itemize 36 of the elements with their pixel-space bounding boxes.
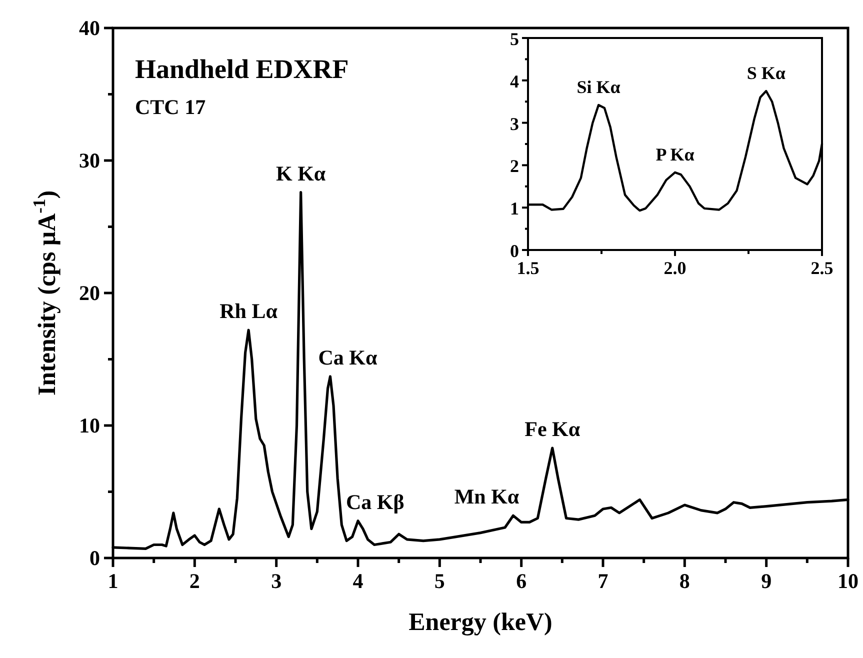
y-tick-label: 4 bbox=[510, 71, 519, 92]
x-tick-label: 1.5 bbox=[516, 258, 540, 278]
annotation: P Kα bbox=[656, 144, 694, 164]
annotation: Ca Kα bbox=[318, 345, 378, 370]
x-tick-label: 2.0 bbox=[664, 258, 686, 278]
annotation: Rh Lα bbox=[220, 299, 278, 324]
x-tick-label: 10 bbox=[838, 569, 858, 593]
y-tick-label: 40 bbox=[79, 16, 100, 40]
x-tick-label: 2.5 bbox=[810, 258, 834, 278]
x-tick-label: 9 bbox=[761, 569, 772, 593]
annotation: Ca Kβ bbox=[346, 490, 404, 514]
y-tick-label: 0 bbox=[90, 546, 100, 570]
x-axis-title: Energy (keV) bbox=[408, 609, 552, 636]
x-tick-label: 3 bbox=[271, 569, 282, 593]
y-tick-label: 10 bbox=[79, 414, 100, 438]
y-tick-label: 2 bbox=[510, 156, 519, 176]
annotation: Handheld EDXRF bbox=[135, 54, 349, 84]
x-tick-label: 7 bbox=[598, 569, 608, 593]
y-tick-label: 5 bbox=[510, 29, 519, 49]
annotation: CTC 17 bbox=[135, 95, 206, 119]
x-tick-label: 4 bbox=[352, 569, 364, 593]
y-tick-label: 30 bbox=[79, 148, 100, 172]
annotation: Fe Kα bbox=[524, 417, 580, 442]
annotation: Mn Kα bbox=[454, 484, 520, 509]
x-tick-label: 6 bbox=[516, 569, 527, 593]
x-tick-label: 2 bbox=[189, 569, 200, 593]
y-tick-label: 0 bbox=[510, 241, 519, 261]
annotation: Si Kα bbox=[576, 76, 620, 97]
annotation: K Kα bbox=[276, 161, 326, 186]
y-tick-label: 20 bbox=[79, 281, 100, 305]
x-tick-label: 1 bbox=[108, 569, 118, 593]
x-tick-label: 8 bbox=[679, 569, 690, 593]
y-tick-label: 1 bbox=[510, 198, 519, 219]
annotation: S Kα bbox=[746, 63, 786, 83]
x-tick-label: 5 bbox=[434, 569, 445, 593]
y-tick-label: 3 bbox=[510, 114, 519, 134]
